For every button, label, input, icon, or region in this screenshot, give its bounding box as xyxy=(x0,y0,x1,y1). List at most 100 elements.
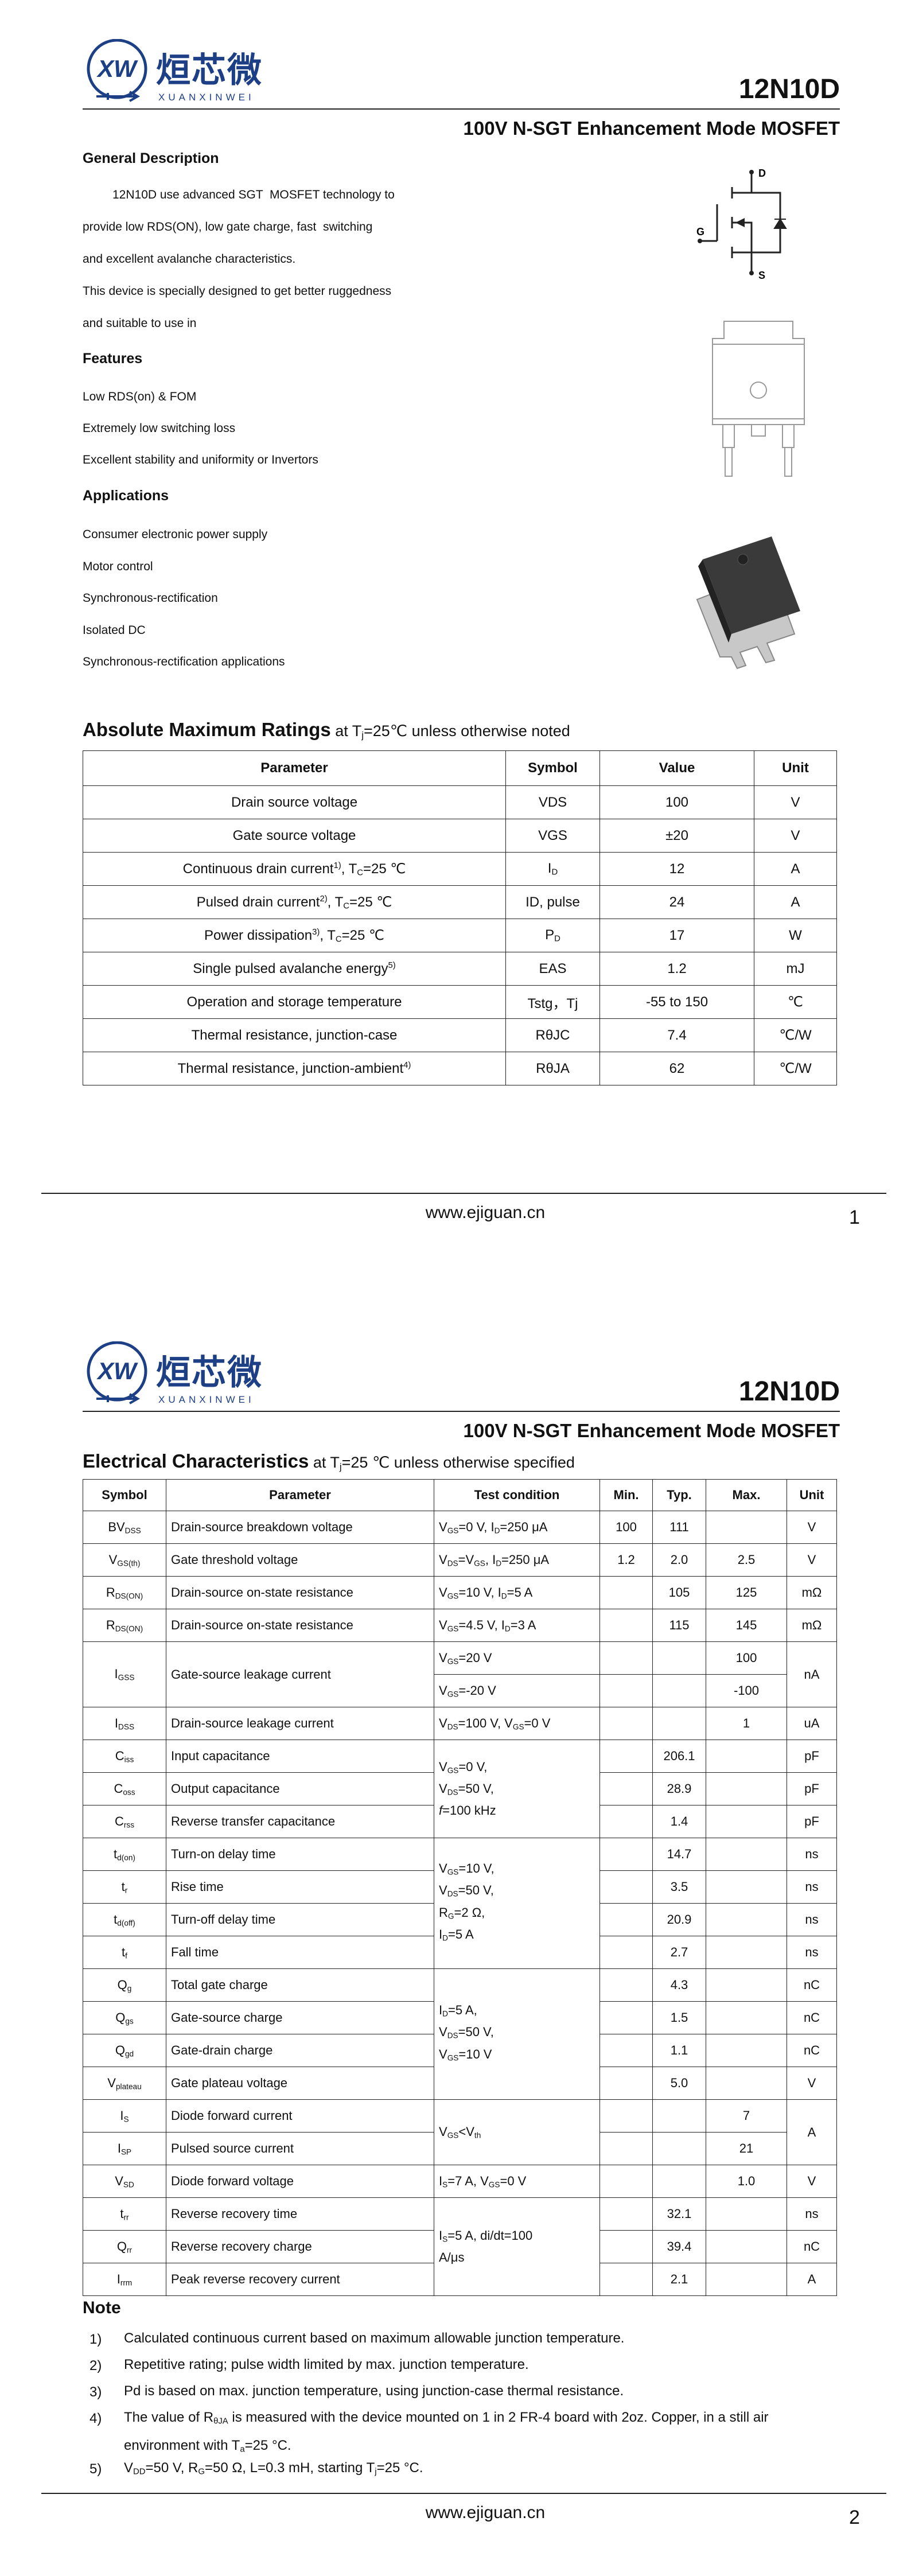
text: A xyxy=(807,2124,816,2139)
supscript: 3) xyxy=(312,927,320,937)
shape xyxy=(698,559,731,643)
shape xyxy=(722,425,795,477)
footer-rule xyxy=(41,2493,886,2494)
note-number: 1) xyxy=(89,2332,102,2347)
text: V xyxy=(439,1585,447,1600)
text: R xyxy=(106,1585,115,1600)
table-cell: 111 xyxy=(652,1511,706,1544)
table-cell: 2.1 xyxy=(652,2263,706,2296)
subscript: DS xyxy=(447,1889,458,1898)
table-title: Absolute Maximum Ratings at Tj=25℃ unles… xyxy=(83,719,570,741)
text: Q xyxy=(117,1977,127,1992)
table-cell: uA xyxy=(787,1707,837,1740)
table-cell xyxy=(706,1968,787,2002)
subscript: G xyxy=(198,2467,205,2477)
text: Fall time xyxy=(171,1945,219,1959)
table-cell: V xyxy=(787,1543,837,1577)
pin-label: S xyxy=(758,270,765,281)
table-cell: A xyxy=(787,2263,837,2296)
text: =25 ℃ xyxy=(349,894,392,910)
text: =V xyxy=(458,1552,474,1567)
text: I xyxy=(114,1715,119,1730)
logo-pinyin: XUANXINWEI xyxy=(158,92,255,103)
table-cell: RθJC xyxy=(505,1018,600,1052)
note-text: VDD=50 V, RG=50 Ω, L=0.3 mH, starting Tj… xyxy=(124,2456,784,2484)
subscript: DS xyxy=(447,1788,458,1797)
table-cell xyxy=(599,2034,653,2067)
subscript: D xyxy=(442,1933,448,1943)
table-cell xyxy=(599,2263,653,2296)
text: ns xyxy=(805,1945,819,1959)
table-cell: ±20 xyxy=(599,819,754,853)
page-number: 1 xyxy=(849,1207,860,1228)
line: VGS=10 V xyxy=(439,2045,595,2067)
text: ns xyxy=(805,1912,819,1927)
table-cell: ℃/W xyxy=(754,1018,837,1052)
text: Reverse transfer capacitance xyxy=(171,1814,336,1828)
feature-item: Excellent stability and uniformity or In… xyxy=(83,453,318,466)
text: at T xyxy=(309,1454,340,1471)
text: W xyxy=(789,927,802,943)
table-cell: Reverse recovery charge xyxy=(166,2230,434,2263)
subscript: C xyxy=(343,901,349,911)
table-cell xyxy=(599,1805,653,1838)
subscript: GS(th) xyxy=(117,1559,141,1568)
application-item: Consumer electronic power supply xyxy=(83,528,268,541)
table-cell: Drain-source breakdown voltage xyxy=(166,1511,434,1544)
table-row: RDS(ON) Drain-source on-state resistance V… xyxy=(83,1609,837,1642)
table-cell: 14.7 xyxy=(652,1838,706,1871)
text: V xyxy=(807,1552,816,1567)
line: VGS=0 V, xyxy=(439,1758,595,1780)
table-cell: 1.2 xyxy=(599,952,754,986)
table-cell: Drain-source leakage current xyxy=(166,1707,434,1740)
table-cell: Drain-source on-state resistance xyxy=(166,1609,434,1642)
text: I xyxy=(439,2173,443,2188)
note-number: 3) xyxy=(89,2384,102,2400)
subscript: GS xyxy=(512,1722,524,1731)
table-cell: Turn-off delay time xyxy=(166,1903,434,1936)
subscript: rrm xyxy=(120,2278,133,2287)
subscript: g xyxy=(127,1984,132,1993)
table-cell: 20.9 xyxy=(652,1903,706,1936)
text: =20 V xyxy=(458,1650,492,1665)
table-cell xyxy=(652,1674,706,1707)
table-cell xyxy=(706,1740,787,1773)
text: =3 A xyxy=(510,1617,536,1632)
table-cell: nC xyxy=(787,1968,837,2002)
table-cell xyxy=(706,2034,787,2067)
text: 1.4 xyxy=(670,1814,688,1828)
subscript: gd xyxy=(124,2049,134,2059)
table-cell: tr xyxy=(83,1870,166,1904)
text: =10 V, xyxy=(458,1861,495,1875)
table-cell: VDS=100 V, VGS=0 V xyxy=(434,1707,600,1740)
text: Total gate charge xyxy=(171,1978,268,1992)
text: ±20 xyxy=(665,827,688,843)
header-cell: Min. xyxy=(599,1479,653,1511)
table-cell: ℃ xyxy=(754,985,837,1019)
subscript: S xyxy=(123,2115,129,2124)
table-cell xyxy=(706,1870,787,1904)
table-cell: Continuous drain current1), TC=25 ℃ xyxy=(83,852,506,886)
text: 14.7 xyxy=(667,1847,692,1861)
table-cell: Vplateau xyxy=(83,2067,166,2100)
table-cell: VGS=10 V, VDS=50 V, RG=2 Ω, ID=5 A xyxy=(434,1838,600,1969)
table-cell xyxy=(706,1805,787,1838)
text: 28.9 xyxy=(667,1781,692,1796)
table-cell: VDS=VGS, ID=250 μA xyxy=(434,1543,600,1577)
text: =5 A xyxy=(447,1927,474,1941)
table-row: Irrm Peak reverse recovery current 2.1 A xyxy=(83,2263,837,2296)
table-cell: nC xyxy=(787,2034,837,2067)
subscript: D xyxy=(442,2009,448,2018)
shape xyxy=(735,218,745,227)
table-cell: Fall time xyxy=(166,1936,434,1969)
text: R xyxy=(106,1617,115,1632)
application-item: Synchronous-rectification xyxy=(83,592,218,605)
text: 39.4 xyxy=(667,2239,692,2254)
text: ℃/W xyxy=(779,1061,812,1076)
table-cell: Qgd xyxy=(83,2034,166,2067)
table-cell: 12 xyxy=(599,852,754,886)
table-cell: Gate threshold voltage xyxy=(166,1543,434,1577)
text: Unit xyxy=(799,1488,824,1502)
text: Gate-source charge xyxy=(171,2010,283,2025)
